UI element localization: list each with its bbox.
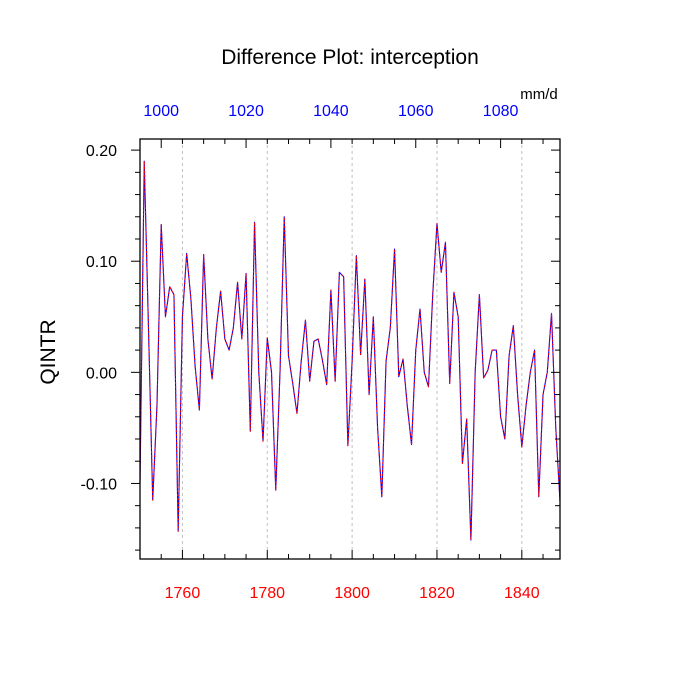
top-tick-label: 1020 bbox=[228, 103, 264, 120]
y-tick-label: 0.10 bbox=[86, 254, 117, 271]
top-tick-label: 1000 bbox=[143, 103, 179, 120]
x-tick-label: 1840 bbox=[504, 585, 540, 602]
x-tick-label: 1760 bbox=[165, 585, 201, 602]
y-axis-label: QINTR bbox=[37, 319, 60, 384]
plot-frame bbox=[139, 138, 561, 560]
tick-labels: 1760 1780 1800 1820 1840 1000 1020 1040 1060 1080… bbox=[81, 103, 540, 602]
top-tick-label: 1080 bbox=[483, 103, 519, 120]
axis-ticks bbox=[131, 139, 560, 559]
series-lines bbox=[139, 160, 561, 541]
y-tick-label: 0.00 bbox=[86, 365, 117, 382]
x-tick-label: 1800 bbox=[334, 585, 370, 602]
top-tick-label: 1040 bbox=[313, 103, 349, 120]
x-tick-label: 1820 bbox=[419, 585, 455, 602]
chart-title: Difference Plot: interception bbox=[221, 46, 479, 69]
series-line-1 bbox=[139, 160, 561, 541]
x-tick-label: 1780 bbox=[249, 585, 285, 602]
series-line-2 bbox=[139, 160, 561, 541]
y-tick-label: 0.20 bbox=[86, 143, 117, 160]
units-label: mm/d bbox=[520, 86, 558, 103]
y-tick-label: -0.10 bbox=[81, 476, 118, 493]
top-tick-label: 1060 bbox=[398, 103, 434, 120]
